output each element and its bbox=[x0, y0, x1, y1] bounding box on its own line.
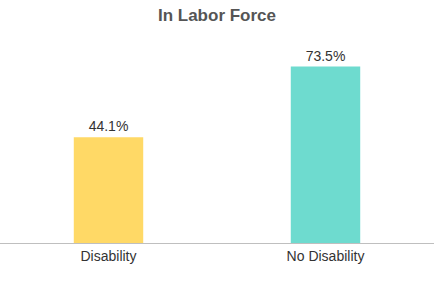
svg-text:Disability: Disability bbox=[80, 248, 136, 264]
svg-text:44.1%: 44.1% bbox=[89, 118, 129, 134]
svg-text:In Labor Force: In Labor Force bbox=[158, 6, 276, 25]
svg-text:73.5%: 73.5% bbox=[306, 48, 346, 64]
svg-text:No Disability: No Disability bbox=[287, 248, 365, 264]
